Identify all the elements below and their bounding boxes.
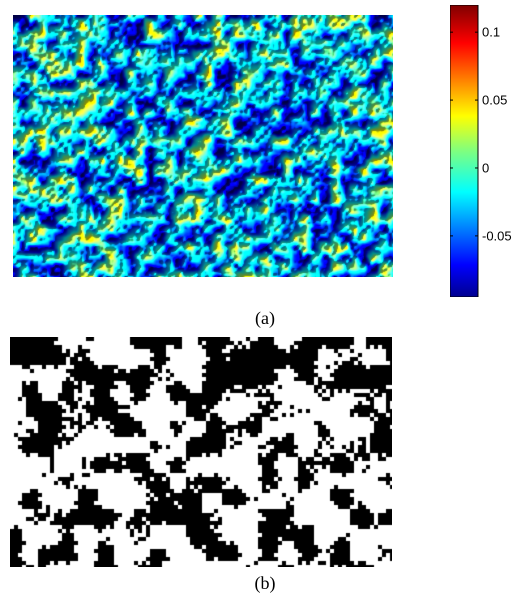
colorbar-tick-label: 0 xyxy=(482,160,489,175)
colorbar-svg: 0.1 0.05 0 -0.05 xyxy=(450,5,512,297)
colorbar: 0.1 0.05 0 -0.05 xyxy=(450,5,525,297)
caption-a: (a) xyxy=(255,308,275,328)
surface-image xyxy=(13,15,393,277)
caption-b: (b) xyxy=(254,573,276,593)
colorbar-gradient xyxy=(450,5,479,297)
binary-map xyxy=(10,337,392,567)
colorbar-ticks: 0.1 0.05 0 -0.05 xyxy=(450,25,512,243)
colorbar-tick-label: 0.05 xyxy=(482,93,507,108)
colorbar-tick-label: 0.1 xyxy=(482,25,500,40)
colorbar-tick-label: -0.05 xyxy=(482,228,512,243)
binary-image xyxy=(10,337,392,567)
surface-height-map xyxy=(13,15,393,277)
